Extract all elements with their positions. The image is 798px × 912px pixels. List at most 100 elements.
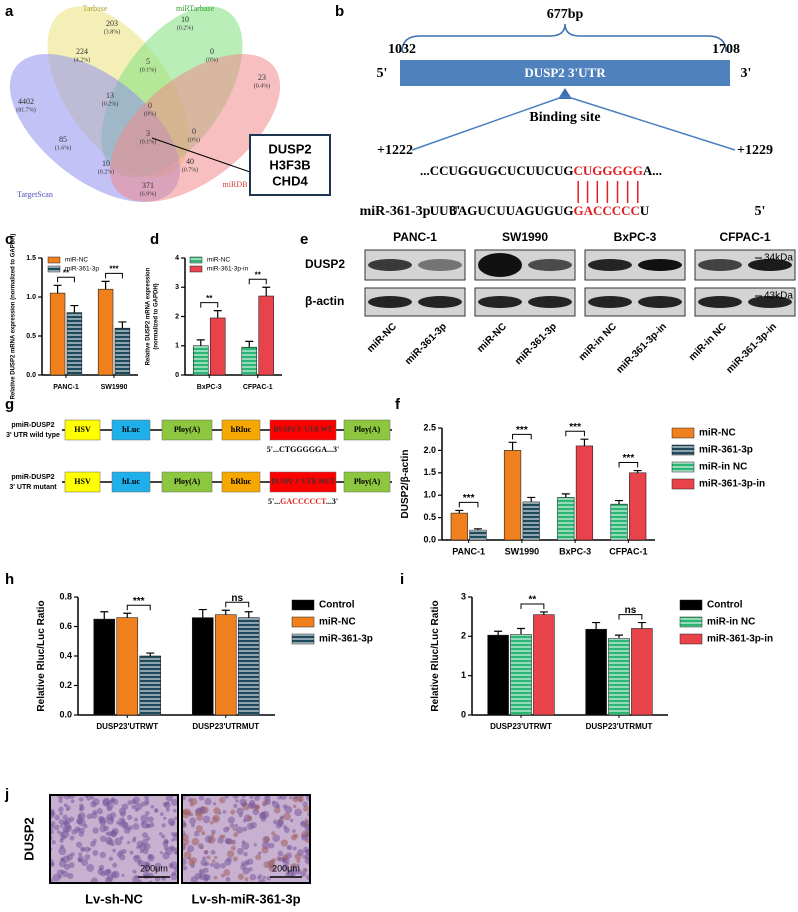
cell xyxy=(134,817,138,822)
panel-label: h xyxy=(5,571,14,588)
cell xyxy=(182,857,187,866)
cell xyxy=(150,805,155,809)
cell xyxy=(147,854,155,862)
lane-label: miR-NC xyxy=(475,321,509,355)
cell xyxy=(77,814,83,820)
legend-swatch xyxy=(47,265,61,273)
legend-label: Control xyxy=(319,600,355,611)
mirna-seq-part: UUUAGUCUUAGUGUG xyxy=(430,203,574,218)
error-bar xyxy=(213,310,222,318)
cell xyxy=(203,867,209,874)
cell xyxy=(297,849,304,856)
utr-text: 1032 xyxy=(388,42,416,57)
cell xyxy=(147,816,154,823)
bar xyxy=(629,472,647,541)
cell xyxy=(64,818,72,825)
element-label: hLuc xyxy=(122,425,140,434)
error-bar xyxy=(580,438,589,446)
venn-count: 0 xyxy=(210,47,214,56)
cell xyxy=(99,864,105,871)
x-tick-label: DUSP23'UTRMUT xyxy=(586,722,653,731)
cell xyxy=(212,814,220,823)
cell xyxy=(272,834,281,843)
lane-label: miR-361-3p xyxy=(403,321,449,367)
legend-swatch xyxy=(47,256,61,264)
bar xyxy=(631,628,653,716)
cell xyxy=(165,807,170,812)
cell xyxy=(206,855,211,860)
bar xyxy=(241,346,258,376)
x-tick-label: CFPAC-1 xyxy=(609,546,647,556)
cell xyxy=(213,875,218,880)
bar xyxy=(575,445,594,541)
cell xyxy=(161,823,166,828)
cell xyxy=(59,831,65,837)
cell xyxy=(163,816,167,820)
venn-percent: (3.8%) xyxy=(104,28,121,35)
bar xyxy=(209,317,226,376)
cell xyxy=(249,873,257,881)
venn-count: 13 xyxy=(106,91,114,100)
cell xyxy=(58,806,64,813)
cell xyxy=(281,857,288,863)
scale-label: 200μm xyxy=(140,863,168,873)
cell xyxy=(70,852,75,857)
cell xyxy=(102,797,111,806)
cell xyxy=(161,834,166,839)
cell xyxy=(79,827,85,834)
bar xyxy=(114,327,131,376)
cell xyxy=(63,795,71,800)
element-label: DUSP2 3' UTR WT xyxy=(274,426,333,434)
cell xyxy=(96,808,103,815)
target-seq-part: A... xyxy=(643,163,662,178)
legend-swatch xyxy=(291,616,315,628)
venn-percent: (81.7%) xyxy=(16,106,36,113)
blot-band xyxy=(698,259,742,271)
cell xyxy=(92,809,98,815)
cell xyxy=(92,849,99,856)
cell xyxy=(276,804,281,809)
utr-bar xyxy=(400,60,730,86)
cell xyxy=(285,872,290,877)
cell xyxy=(56,830,61,834)
cell xyxy=(302,867,307,872)
element-label: Ploy(A) xyxy=(174,477,201,486)
cell xyxy=(204,798,212,806)
cell xyxy=(256,875,261,880)
bar xyxy=(608,637,630,716)
y-axis-label: Relative DUSP2 mRNA expression xyxy=(145,267,151,365)
blot-band xyxy=(478,253,522,277)
cell xyxy=(138,879,142,883)
site-marker xyxy=(558,88,572,99)
cell xyxy=(210,862,214,867)
significance-bracket xyxy=(458,501,479,508)
cell xyxy=(236,807,244,815)
cell xyxy=(174,816,178,820)
bar xyxy=(214,614,237,716)
element-label: DUSP2 3' UTR MUT xyxy=(271,478,335,486)
venn-count: 0 xyxy=(192,127,196,136)
cell xyxy=(233,803,238,809)
legend-swatch xyxy=(671,478,695,490)
construct-name: 3' UTR wild type xyxy=(6,432,60,439)
bar xyxy=(191,617,214,716)
blot-band xyxy=(588,296,632,308)
error-bar xyxy=(262,286,271,297)
cell xyxy=(59,824,64,828)
cell xyxy=(78,797,84,802)
cell xyxy=(86,813,93,820)
cell xyxy=(110,799,114,803)
cell xyxy=(172,833,178,842)
element-label: hRluc xyxy=(231,425,252,434)
cell xyxy=(277,795,283,800)
cell xyxy=(165,795,173,802)
cell xyxy=(78,852,82,857)
cell xyxy=(202,856,206,861)
bar xyxy=(522,501,540,541)
y-tick-label: 0.0 xyxy=(59,709,72,719)
y-tick-label: 4 xyxy=(175,255,179,262)
legend-label: miR-in NC xyxy=(699,462,747,473)
legend-swatch xyxy=(189,256,203,264)
cell xyxy=(167,818,176,826)
